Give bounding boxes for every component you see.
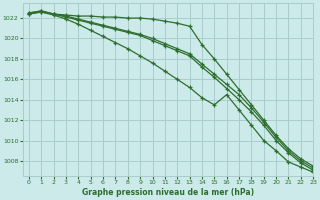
X-axis label: Graphe pression niveau de la mer (hPa): Graphe pression niveau de la mer (hPa) [82,188,254,197]
